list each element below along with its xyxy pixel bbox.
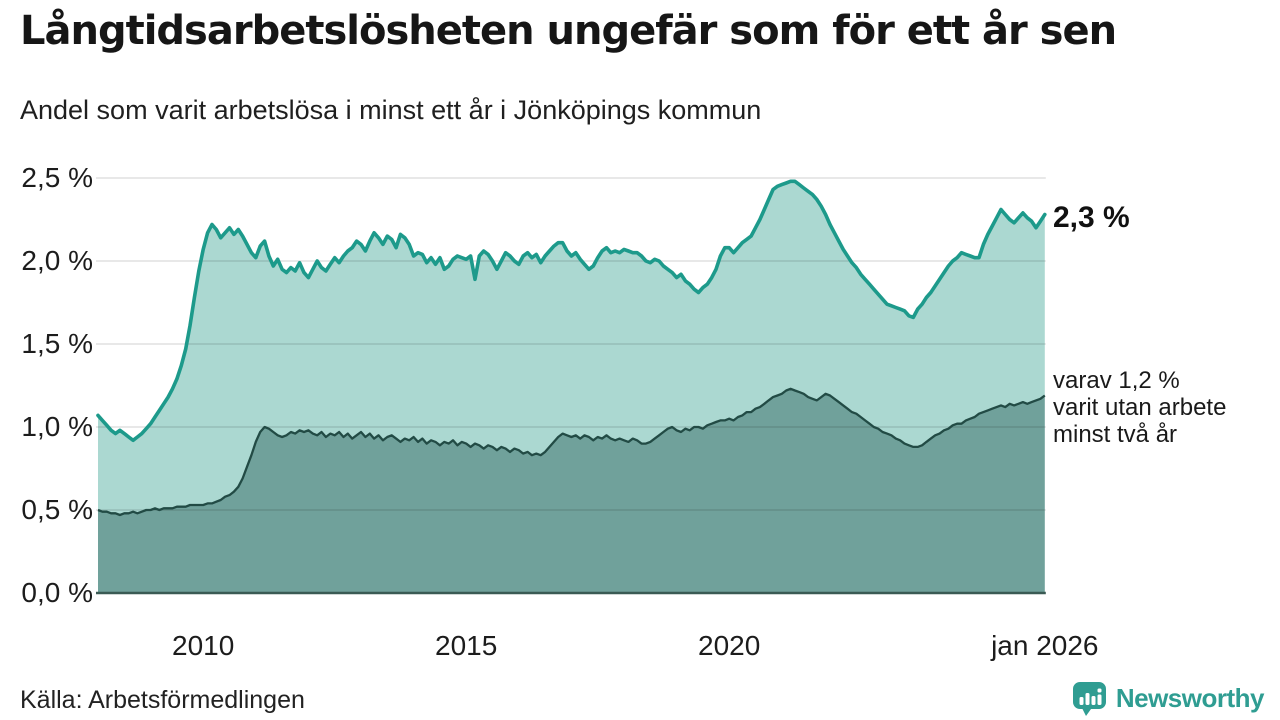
note-line-2: varit utan arbete: [1053, 394, 1227, 421]
latest-value-label: 2,3 %: [1053, 201, 1130, 234]
line-2yr: [97, 387, 1046, 517]
newsworthy-wordmark: Newsworthy: [1115, 683, 1265, 713]
x-tick-label: 2020: [698, 630, 761, 661]
secondary-series-note: varav 1,2 % varit utan arbete minst två …: [1053, 367, 1226, 448]
y-tick-label: 1,0 %: [21, 411, 93, 442]
newsworthy-logo[interactable]: Newsworthy: [1072, 681, 1265, 716]
x-tick-label: 2015: [435, 630, 498, 661]
y-tick-label: 0,5 %: [21, 494, 93, 525]
area-fill-1yr: [98, 181, 1045, 516]
y-tick-label: 2,5 %: [21, 162, 93, 193]
x-tick-label: jan 2026: [991, 630, 1099, 661]
y-tick-label: 1,5 %: [21, 328, 93, 359]
line-1yr: [96, 179, 1047, 443]
x-tick-label: 2010: [172, 630, 235, 661]
note-line-3: minst två år: [1053, 421, 1178, 448]
note-line-1: varav 1,2 %: [1053, 367, 1180, 394]
y-tick-label: 0,0 %: [21, 577, 93, 608]
unemployment-area-chart: [96, 177, 1047, 595]
y-tick-label: 2,0 %: [21, 245, 93, 276]
area-fill-2yr: [98, 388, 1045, 593]
source-caption: Källa: Arbetsförmedlingen: [20, 686, 305, 714]
chart-subtitle: Andel som varit arbetslösa i minst ett å…: [20, 95, 762, 125]
page-title: Långtidsarbetslösheten ungefär som för e…: [20, 8, 1117, 54]
newsworthy-pin-icon: [1072, 682, 1106, 716]
